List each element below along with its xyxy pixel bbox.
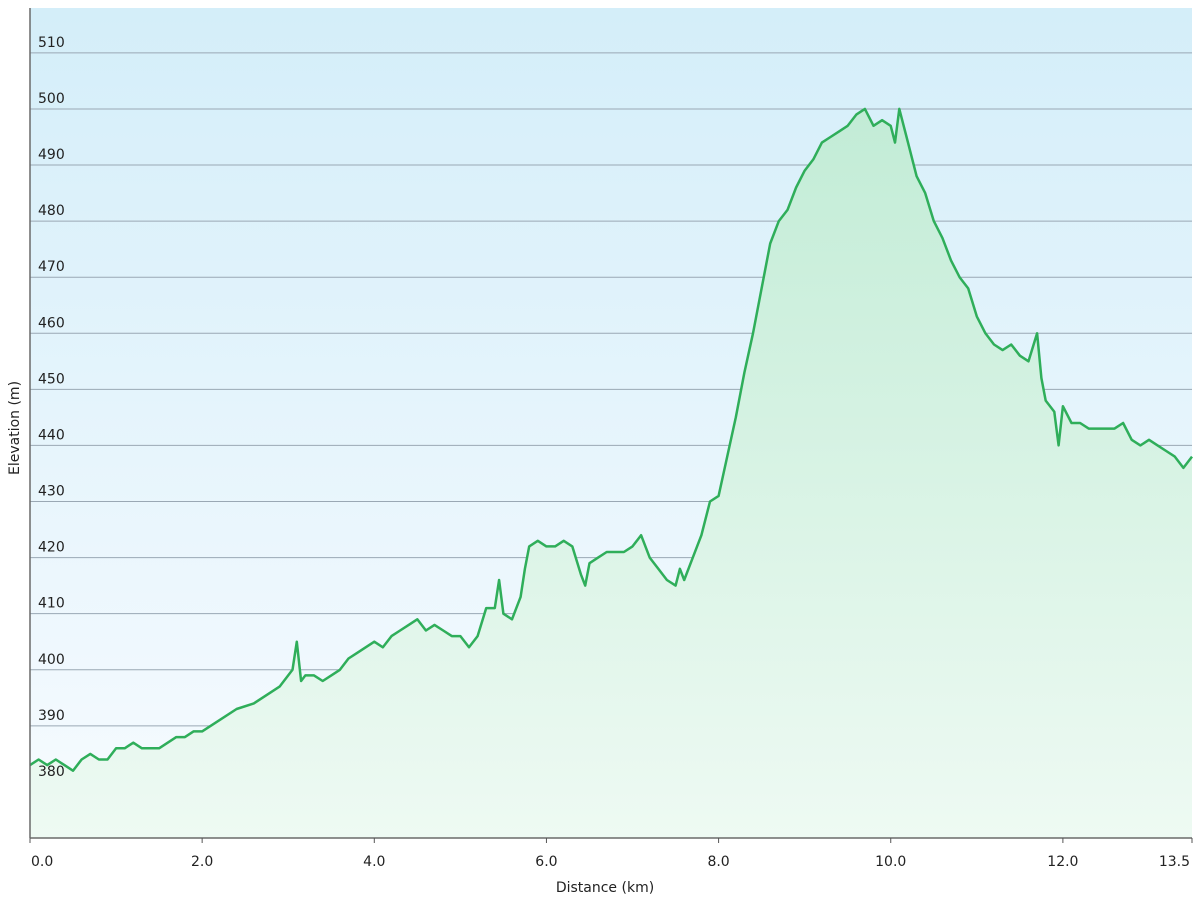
x-tick-label: 0.0 [31, 854, 53, 870]
x-tick-label: 13.5 [1159, 854, 1190, 870]
y-tick-label: 410 [38, 596, 65, 612]
elevation-area [30, 108, 1192, 838]
x-tick-label: 8.0 [707, 854, 729, 870]
y-tick-label: 470 [38, 259, 65, 275]
x-axis-title: Distance (km) [556, 880, 654, 896]
y-tick-label: 430 [38, 484, 65, 500]
y-tick-label: 500 [38, 91, 65, 107]
y-tick-label: 450 [38, 371, 65, 387]
x-tick-label: 6.0 [535, 854, 557, 870]
y-tick-label: 490 [38, 147, 65, 163]
y-axis-title: Elevation (m) [7, 381, 23, 475]
x-tick-label: 10.0 [875, 854, 906, 870]
y-tick-label: 440 [38, 427, 65, 443]
y-tick-label: 420 [38, 540, 65, 556]
y-tick-label: 390 [38, 708, 65, 724]
y-tick-labels: 380 390 400 410 420 430 440 450 460 470 480 490 500 5… [38, 35, 65, 780]
x-tick-label: 2.0 [191, 854, 213, 870]
y-tick-label: 480 [38, 203, 65, 219]
x-tick-labels: 0.0 2.0 4.0 6.0 8.0 10.0 12.0 13.5 [29, 838, 1193, 870]
y-tick-label: 510 [38, 35, 65, 51]
elevation-line [29, 107, 1193, 772]
y-tick-label: 460 [38, 315, 65, 331]
y-tick-label: 400 [38, 652, 65, 668]
x-tick-label: 12.0 [1047, 854, 1078, 870]
x-tick-label: 4.0 [363, 854, 385, 870]
y-tick-label: 380 [38, 764, 65, 780]
